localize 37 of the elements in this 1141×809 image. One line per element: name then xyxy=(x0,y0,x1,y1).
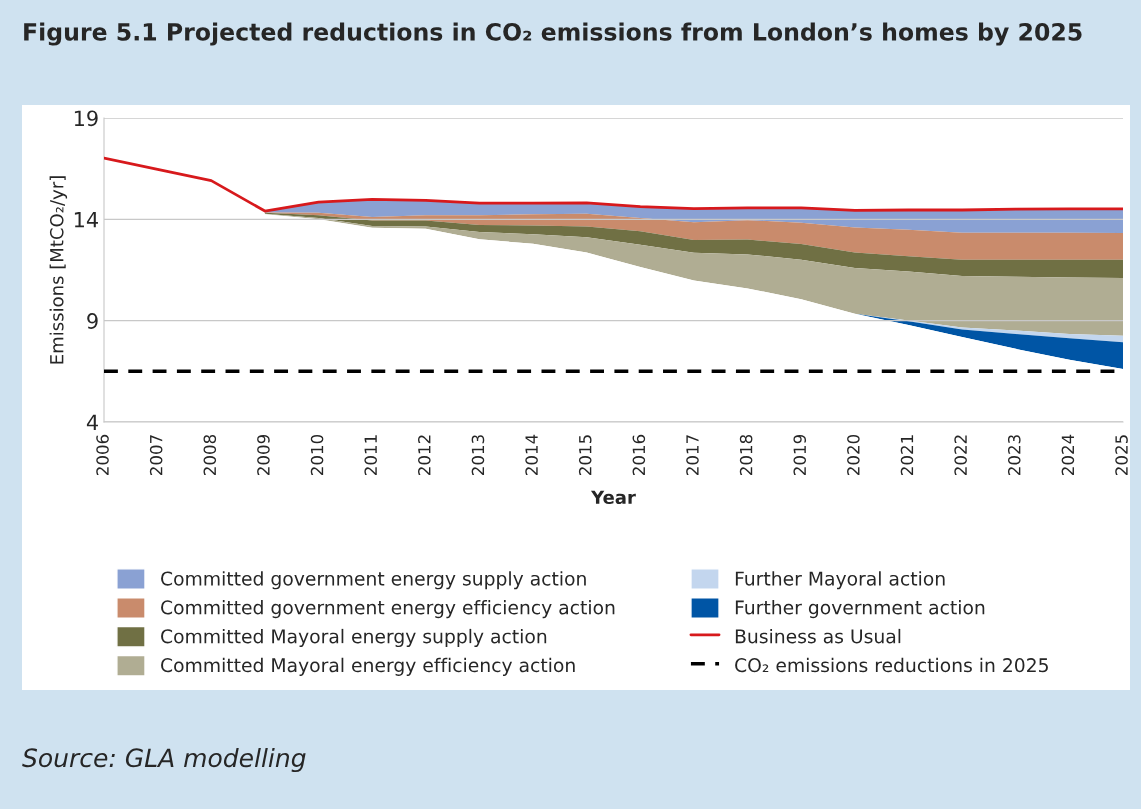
x-tick-label: 2015 xyxy=(578,435,592,475)
y-axis-title: Emissions [MtCO₂/yr] xyxy=(49,176,68,364)
source-note: Source: GLA modelling xyxy=(22,747,306,773)
legend-label: Committed government energy supply action xyxy=(161,571,586,590)
x-tick-label: 2014 xyxy=(525,434,538,475)
chart-title: Figure 5.1 Projected reductions in CO₂ emissions from London’s homes by 2025 xyxy=(24,22,1082,46)
y-tick-label: 4 xyxy=(86,414,98,430)
line-series xyxy=(104,156,1123,213)
x-tick-label: 2020 xyxy=(847,434,860,475)
x-axis-title: Year xyxy=(590,490,636,505)
legend-label: Committed Mayoral energy efficiency action xyxy=(161,657,575,676)
y-tick-label: 14 xyxy=(74,212,98,228)
x-tick-label: 2013 xyxy=(471,435,485,475)
legend-label: Further government action xyxy=(735,600,985,619)
legend-label: CO₂ emissions reductions in 2025 xyxy=(735,657,1048,673)
x-tick-label: 2025 xyxy=(1115,435,1128,475)
x-tick-label: 2024 xyxy=(1061,434,1075,475)
x-tick-label: 2019 xyxy=(793,434,807,475)
x-tick-label: 2018 xyxy=(739,434,753,475)
x-tick-label: 2016 xyxy=(632,434,646,475)
x-tick-label: 2007 xyxy=(149,435,163,475)
legend-label: Business as Usual xyxy=(735,628,901,644)
x-tick-label: 2017 xyxy=(686,435,699,475)
x-tick-label: 2022 xyxy=(954,435,967,475)
x-tick-label: 2006 xyxy=(96,434,109,475)
legend-label: Committed Mayoral energy supply action xyxy=(161,628,547,648)
x-tick-label: 2010 xyxy=(310,434,324,475)
x-tick-label: 2009 xyxy=(257,434,270,475)
y-tick-label: 9 xyxy=(87,313,98,329)
x-tick-label: 2023 xyxy=(1007,435,1021,475)
x-tick-label: 2011 xyxy=(364,435,377,475)
x-tick-label: 2008 xyxy=(203,434,217,475)
legend-label: Further Mayoral action xyxy=(735,571,945,590)
x-tick-label: 2012 xyxy=(418,435,431,475)
x-tick-label: 2021 xyxy=(900,435,914,475)
legend-label: Committed government energy efficiency action xyxy=(161,600,615,619)
y-tick-label: 19 xyxy=(74,110,98,127)
